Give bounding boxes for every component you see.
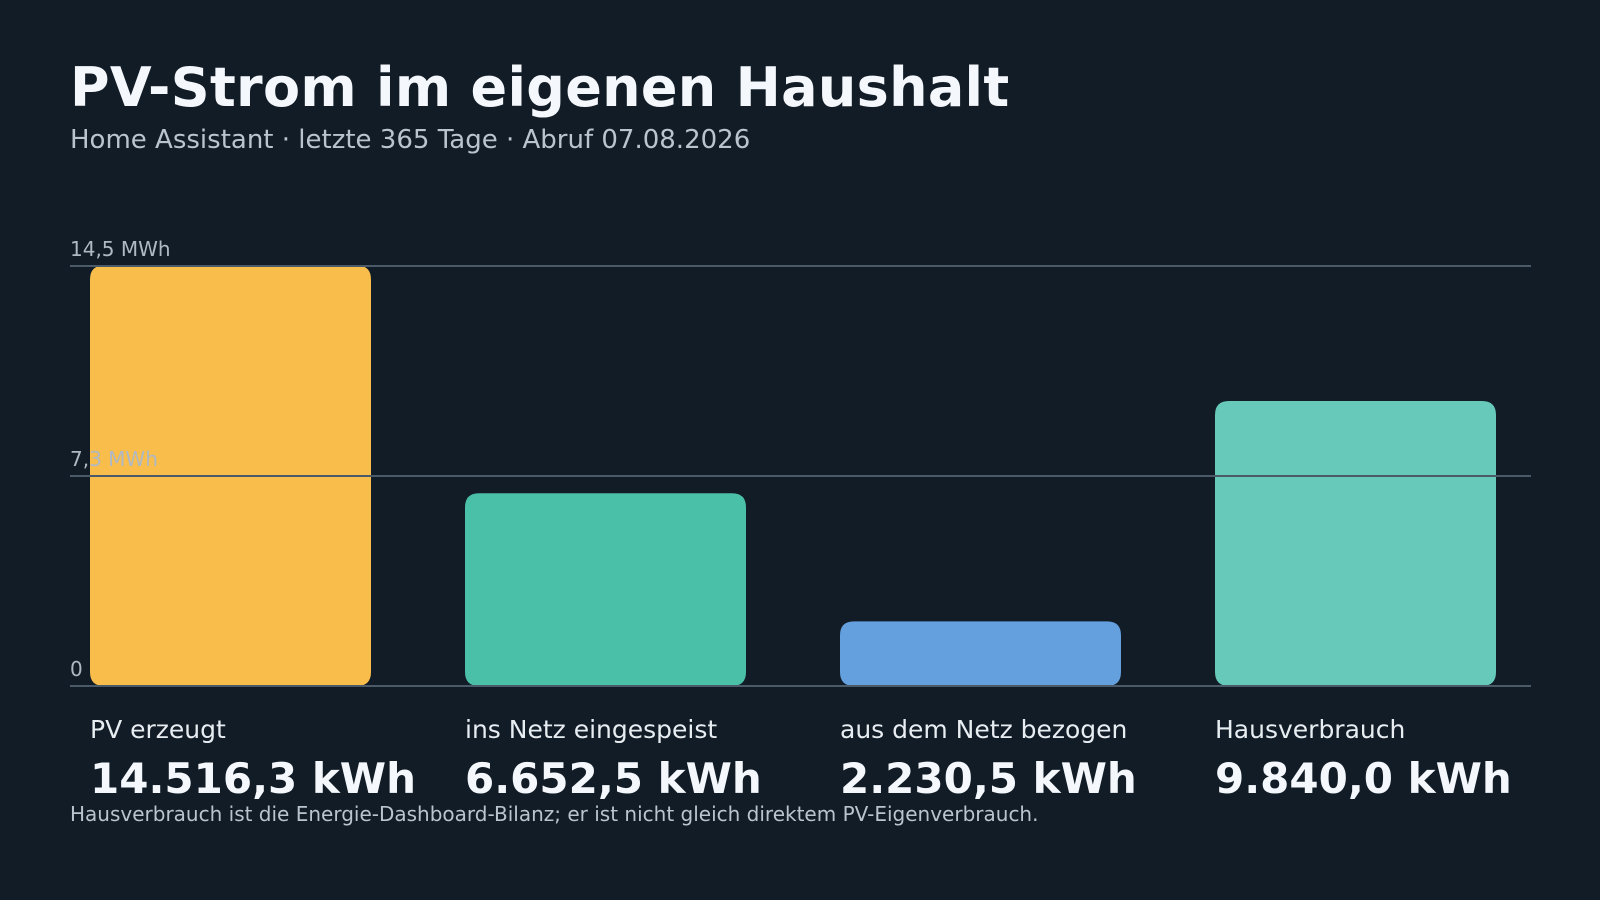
bar-3: [840, 621, 1121, 686]
y-tick-label-2: 7,3 MWh: [70, 447, 158, 471]
category-label-3: aus dem Netz bezogen: [840, 715, 1127, 744]
y-tick-label-1: 0: [70, 657, 83, 681]
bar-2: [465, 493, 746, 686]
value-label-2: 6.652,5 kWh: [465, 754, 762, 803]
category-label-1: PV erzeugt: [90, 715, 226, 744]
value-label-1: 14.516,3 kWh: [90, 754, 416, 803]
value-label-3: 2.230,5 kWh: [840, 754, 1137, 803]
bar-4: [1215, 400, 1496, 686]
chart-title: PV-Strom im eigenen Haushalt: [70, 56, 1010, 119]
chart-subtitle: Home Assistant · letzte 365 Tage · Abruf…: [70, 125, 751, 155]
y-tick-label-3: 14,5 MWh: [70, 237, 171, 261]
footnote: Hausverbrauch ist die Energie-Dashboard-…: [70, 802, 1039, 826]
category-label-2: ins Netz eingespeist: [465, 715, 717, 744]
value-label-4: 9.840,0 kWh: [1215, 754, 1512, 803]
category-label-4: Hausverbrauch: [1215, 715, 1405, 744]
